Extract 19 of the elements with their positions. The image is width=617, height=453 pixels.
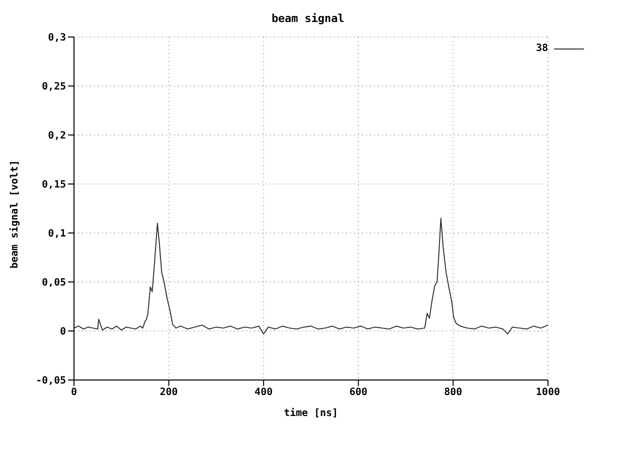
x-axis-title: time [ns] <box>284 407 338 419</box>
x-tick-label: 1000 <box>536 387 560 398</box>
y-tick-label: -0,05 <box>36 376 66 387</box>
x-tick-label: 800 <box>444 387 462 398</box>
line-series <box>74 218 548 334</box>
legend-label: 38 <box>536 43 548 54</box>
y-tick-label: 0,25 <box>42 82 66 93</box>
y-axis-title: beam signal [volt] <box>8 160 21 268</box>
x-tick-label: 200 <box>160 387 178 398</box>
y-tick-label: 0,15 <box>42 180 66 191</box>
x-tick-label: 600 <box>349 387 368 398</box>
y-tick-label: 0,3 <box>48 32 66 44</box>
y-tick-label: 0 <box>60 326 66 338</box>
x-tick-label: 400 <box>254 387 273 398</box>
y-tick-label: 0,05 <box>42 278 66 289</box>
x-tick-label: 0 <box>70 387 78 398</box>
chart-title: beam signal <box>270 11 346 25</box>
y-tick-label: 0,1 <box>48 228 66 240</box>
y-tick-label: 0,2 <box>48 130 66 142</box>
